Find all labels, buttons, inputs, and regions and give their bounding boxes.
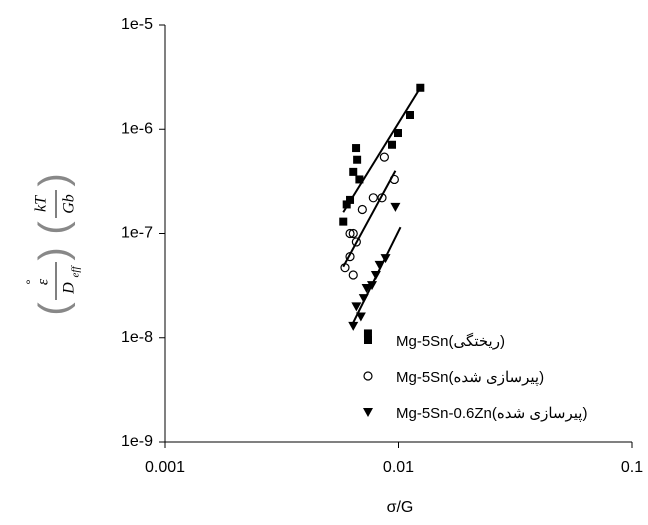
legend-marker	[363, 371, 373, 381]
point	[370, 270, 381, 280]
point	[348, 228, 358, 239]
paren: (	[32, 302, 76, 316]
paren: (	[32, 221, 76, 235]
y-tick-label: 1e-7	[121, 225, 153, 242]
point	[357, 204, 367, 215]
point	[345, 252, 355, 262]
paren: )	[32, 173, 76, 186]
legend-marker	[364, 336, 372, 344]
point	[358, 294, 369, 304]
legend-label: Mg-5Sn(ریختگی)	[396, 332, 505, 350]
point	[368, 193, 378, 203]
point	[340, 263, 350, 273]
point	[348, 270, 358, 280]
point	[349, 167, 358, 176]
legend-marker	[363, 408, 373, 417]
point	[355, 175, 364, 184]
paren: )	[32, 247, 76, 260]
point	[339, 217, 348, 226]
y-label-part: D	[61, 282, 78, 295]
y-label-part: ε	[35, 278, 52, 285]
point	[416, 83, 425, 92]
point	[361, 284, 372, 294]
point	[388, 140, 397, 149]
y-label-dot: ∘	[21, 278, 35, 286]
point	[351, 302, 362, 312]
point	[380, 254, 391, 264]
y-axis-label: ε ∘ D eff ( ) kT Gb ( )	[21, 173, 81, 315]
x-tick-label: 0.1	[621, 459, 643, 476]
legend-label: Mg-5Sn-0.6Zn(پیرسازی شده)	[396, 405, 587, 422]
point	[366, 281, 377, 291]
point	[377, 193, 387, 203]
x-axis-label: σ/G	[387, 499, 414, 516]
point	[389, 174, 399, 185]
fit-line	[342, 170, 397, 268]
point	[342, 200, 351, 209]
point	[390, 202, 401, 212]
point	[405, 110, 414, 119]
y-label-part: kT	[33, 195, 50, 212]
y-tick-label: 1e-9	[121, 433, 153, 450]
point	[379, 152, 389, 162]
point	[351, 237, 361, 247]
x-tick-label: 0.001	[145, 459, 185, 476]
fit-line	[342, 87, 422, 213]
point	[346, 195, 355, 204]
point	[374, 260, 385, 270]
y-label-part: eff	[70, 265, 82, 278]
point	[355, 312, 366, 322]
legend-label: Mg-5Sn(پیرسازی شده)	[396, 369, 544, 386]
point	[348, 321, 359, 331]
y-tick-label: 1e-5	[121, 16, 153, 33]
y-tick-label: 1e-8	[121, 329, 153, 346]
point	[345, 228, 355, 239]
y-tick-label: 1e-6	[121, 120, 153, 137]
y-label-part: Gb	[61, 194, 78, 214]
point	[353, 155, 362, 164]
point	[363, 329, 372, 338]
x-tick-label: 0.01	[383, 459, 414, 476]
point	[352, 144, 361, 153]
point	[393, 129, 402, 138]
